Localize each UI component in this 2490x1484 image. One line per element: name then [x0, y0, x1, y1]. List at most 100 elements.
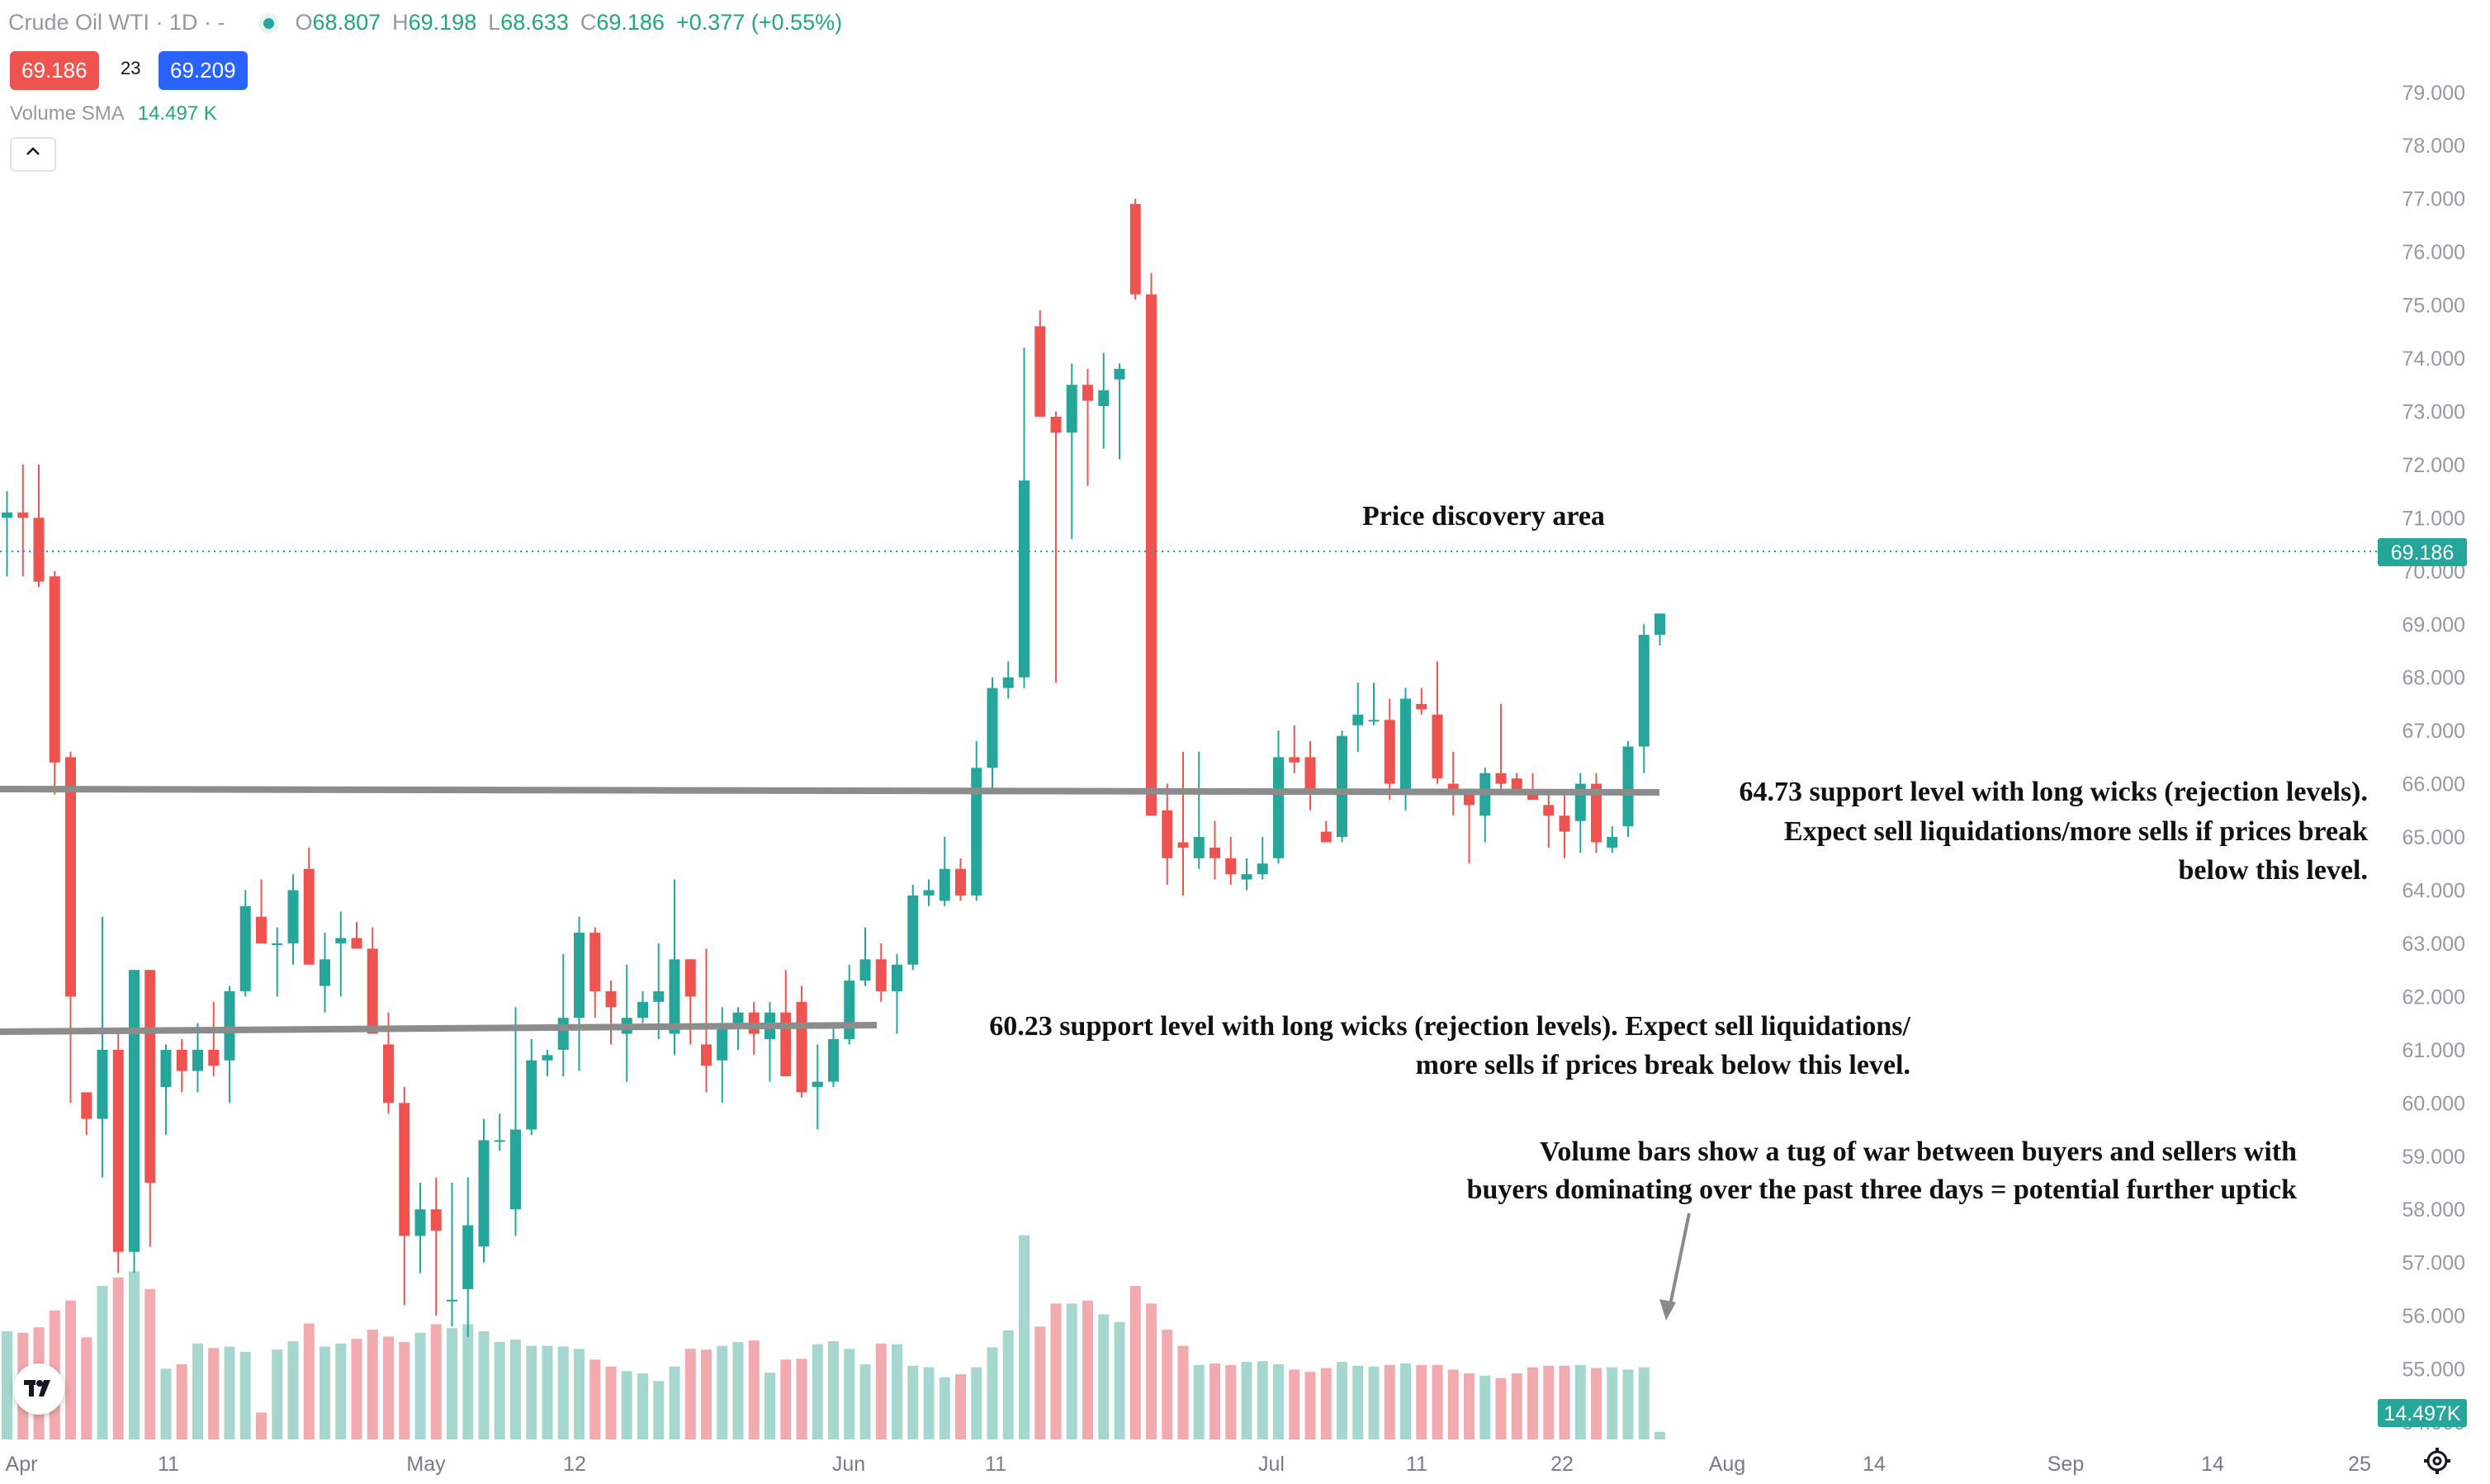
candle [33, 464, 45, 588]
time-axis[interactable]: Apr 11 May 12 Jun 11 Jul 11 22 Aug 14 Sep 14 25 [6, 1453, 2371, 1476]
volume-sma-legend[interactable]: Volume SMA 14.497 K [10, 102, 217, 125]
y-tick-label: 66.000 [2402, 773, 2465, 796]
candle-body [447, 1299, 457, 1302]
candle-body [49, 576, 60, 763]
candle [65, 751, 76, 1104]
x-tick-label: Jul [1258, 1453, 1285, 1476]
candle-body [1098, 390, 1110, 407]
market-status-dot-icon[interactable] [258, 13, 279, 35]
volume-bar [844, 1349, 855, 1439]
candle-body [399, 1103, 410, 1236]
x-tick-label: Sep [2047, 1453, 2084, 1476]
candle [987, 677, 998, 795]
high-label: H [392, 10, 409, 35]
candle [1002, 661, 1014, 699]
volume-bar [717, 1345, 728, 1439]
y-tick-label: 68.000 [2402, 667, 2465, 690]
candle-body [859, 959, 871, 981]
candle-body [239, 905, 251, 991]
candle [1193, 751, 1205, 869]
volume-bar [1352, 1365, 1364, 1439]
volume-bar [1225, 1364, 1237, 1439]
y-tick-label: 69.000 [2402, 613, 2465, 636]
y-tick-label: 64.000 [2402, 880, 2465, 903]
volume-bar [684, 1349, 696, 1439]
y-tick-label: 60.000 [2402, 1092, 2465, 1115]
candle-body [112, 1049, 124, 1252]
candle [129, 970, 140, 1274]
y-tick-label: 67.000 [2402, 720, 2465, 743]
candle-body [653, 990, 665, 1002]
symbol-legend[interactable]: Crude Oil WTI · 1D · - O68.807 H69.198 L68.… [8, 10, 854, 35]
volume-bar [208, 1348, 220, 1439]
y-tick-label: 55.000 [2402, 1359, 2465, 1382]
volume-bar [65, 1300, 76, 1439]
volume-bar [605, 1366, 617, 1439]
candle [1527, 773, 1538, 800]
volume-bar [1464, 1373, 1475, 1439]
candle-body [1432, 714, 1443, 779]
volume-bar [557, 1346, 569, 1439]
spread-value: 23 [121, 58, 141, 78]
gear-icon[interactable] [2422, 1446, 2452, 1476]
candle [701, 948, 712, 1093]
candle [1098, 352, 1110, 449]
volume-bar [1432, 1364, 1443, 1439]
volume-bar [542, 1345, 553, 1439]
candle [1225, 837, 1237, 886]
volume-bar [1591, 1368, 1602, 1439]
support-line-64-73 [0, 786, 1660, 796]
candle [430, 1177, 442, 1316]
last-price-label: 69.186 [2378, 538, 2467, 566]
candle [2, 491, 12, 577]
candle [1416, 688, 1427, 715]
volume-bar [1622, 1369, 1634, 1439]
candle [1559, 789, 1570, 858]
candle-body [987, 688, 998, 768]
candle-body [526, 1060, 537, 1130]
candle-body [303, 868, 315, 965]
buy-price-button[interactable]: 69.209 [159, 51, 248, 90]
candle [160, 1044, 172, 1135]
volume-bar [129, 1271, 140, 1439]
candle-body [971, 768, 982, 896]
volume-bar [224, 1346, 235, 1439]
x-tick-label: Jun [832, 1453, 865, 1476]
volume-bar [701, 1349, 712, 1439]
price-axis[interactable]: 79.000 78.000 77.000 76.000 75.000 74.000 73.0… [2402, 82, 2465, 1434]
sell-price-button[interactable]: 69.186 [10, 51, 99, 90]
tradingview-logo-icon[interactable] [13, 1363, 64, 1415]
candle-body [1320, 831, 1332, 843]
candle-body [1591, 783, 1602, 843]
candle-body [1447, 783, 1459, 790]
candle-body [732, 1012, 744, 1023]
candle-body [844, 981, 855, 1039]
volume-bar [160, 1368, 172, 1439]
y-tick-label: 61.000 [2402, 1039, 2465, 1062]
volume-bar [923, 1367, 935, 1439]
x-tick-label: Apr [6, 1453, 38, 1476]
candle [1066, 363, 1077, 540]
volume-bar [1479, 1375, 1491, 1439]
candle [892, 953, 902, 1034]
volume-bar [414, 1332, 426, 1439]
candle [1241, 858, 1252, 891]
volume-bar [1129, 1286, 1141, 1439]
candle-body [414, 1209, 426, 1236]
volume-bar [176, 1363, 187, 1439]
volume-bar [955, 1373, 966, 1439]
candle [144, 970, 156, 1247]
open-value: 68.807 [312, 10, 381, 35]
symbol-title[interactable]: Crude Oil WTI · 1D · - [8, 10, 225, 35]
candle [462, 1177, 474, 1337]
candle [589, 927, 601, 1018]
collapse-legend-button[interactable] [10, 137, 56, 172]
candle [542, 1049, 553, 1077]
volume-bar [1002, 1330, 1014, 1439]
candle-body [1034, 326, 1046, 417]
svg-text:69.186: 69.186 [2391, 541, 2454, 565]
x-tick-label: 14 [1863, 1453, 1886, 1476]
volume-bar [462, 1324, 474, 1439]
candle-body [907, 895, 919, 965]
